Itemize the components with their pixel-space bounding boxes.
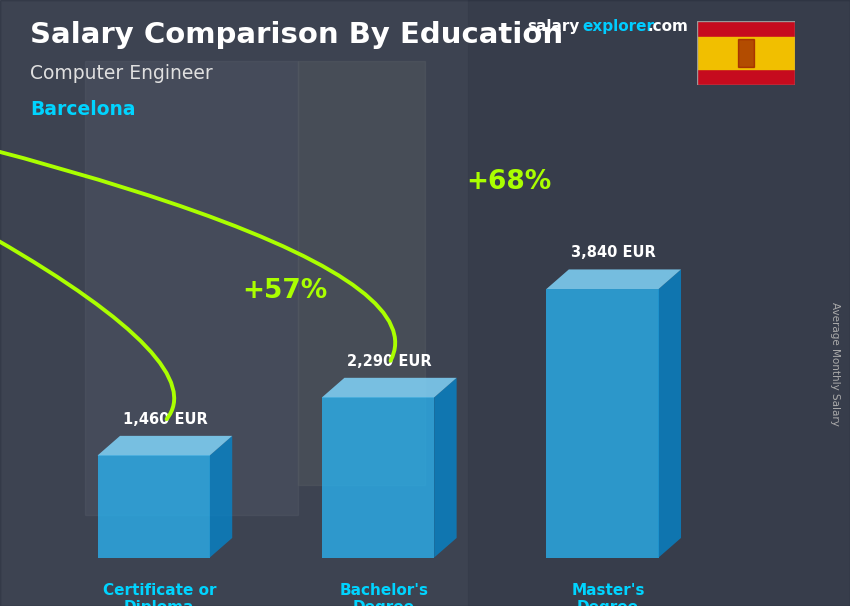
Polygon shape — [322, 378, 456, 398]
Text: salary: salary — [527, 19, 580, 35]
Polygon shape — [322, 398, 434, 558]
Bar — [85, 61, 298, 515]
Text: +57%: +57% — [242, 278, 327, 304]
Polygon shape — [659, 270, 681, 558]
Text: Salary Comparison By Education: Salary Comparison By Education — [30, 21, 563, 49]
Polygon shape — [547, 270, 681, 289]
Text: +68%: +68% — [467, 169, 552, 195]
Polygon shape — [98, 456, 210, 558]
Bar — [298, 61, 425, 485]
Bar — [738, 39, 754, 67]
Text: .com: .com — [648, 19, 689, 35]
Polygon shape — [434, 378, 456, 558]
Bar — [468, 0, 850, 606]
Polygon shape — [98, 436, 232, 456]
Text: Barcelona: Barcelona — [30, 100, 135, 119]
Text: 1,460 EUR: 1,460 EUR — [122, 411, 207, 427]
Text: Bachelor's
Degree: Bachelor's Degree — [339, 583, 428, 606]
Text: Computer Engineer: Computer Engineer — [30, 64, 212, 82]
Text: Average Monthly Salary: Average Monthly Salary — [830, 302, 840, 425]
Text: 2,290 EUR: 2,290 EUR — [347, 354, 432, 368]
Text: explorer: explorer — [582, 19, 654, 35]
Text: 3,840 EUR: 3,840 EUR — [571, 245, 656, 261]
Bar — [697, 37, 795, 69]
Polygon shape — [547, 289, 659, 558]
Polygon shape — [210, 436, 232, 558]
Text: Master's
Degree: Master's Degree — [571, 583, 645, 606]
Text: Certificate or
Diploma: Certificate or Diploma — [103, 583, 216, 606]
